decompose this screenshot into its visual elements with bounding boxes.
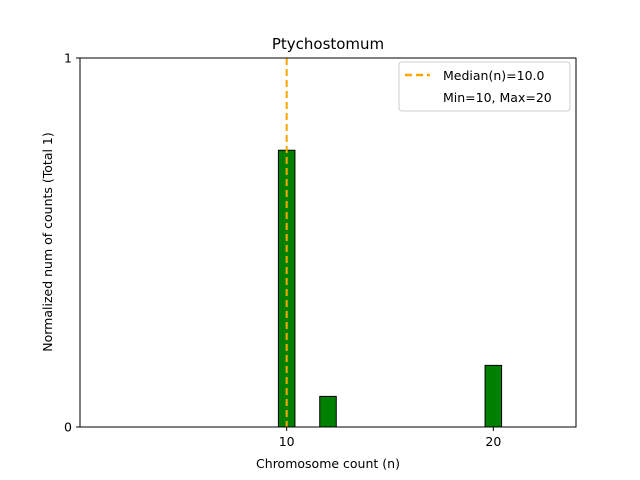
- legend-entry-min-max: Min=10, Max=20: [443, 90, 552, 105]
- axes-frame: [79, 57, 577, 428]
- bar-20: [484, 364, 503, 428]
- legend-box: [398, 61, 571, 112]
- chart-title: Ptychostomum: [272, 35, 384, 53]
- legend: Median(n)=10.0 Min=10, Max=20: [398, 61, 571, 112]
- plot-area: 10 20 0 1: [64, 51, 577, 449]
- y-tick-label-0: 0: [64, 420, 72, 435]
- legend-entry-median: Median(n)=10.0: [443, 68, 544, 83]
- y-tick-label-1: 1: [64, 51, 72, 66]
- bar-12: [319, 395, 337, 428]
- y-axis-label: Normalized num of counts (Total 1): [40, 132, 55, 352]
- x-tick-label-20: 20: [485, 434, 501, 449]
- x-tick-label-10: 10: [279, 434, 295, 449]
- x-axis-label: Chromosome count (n): [256, 456, 400, 471]
